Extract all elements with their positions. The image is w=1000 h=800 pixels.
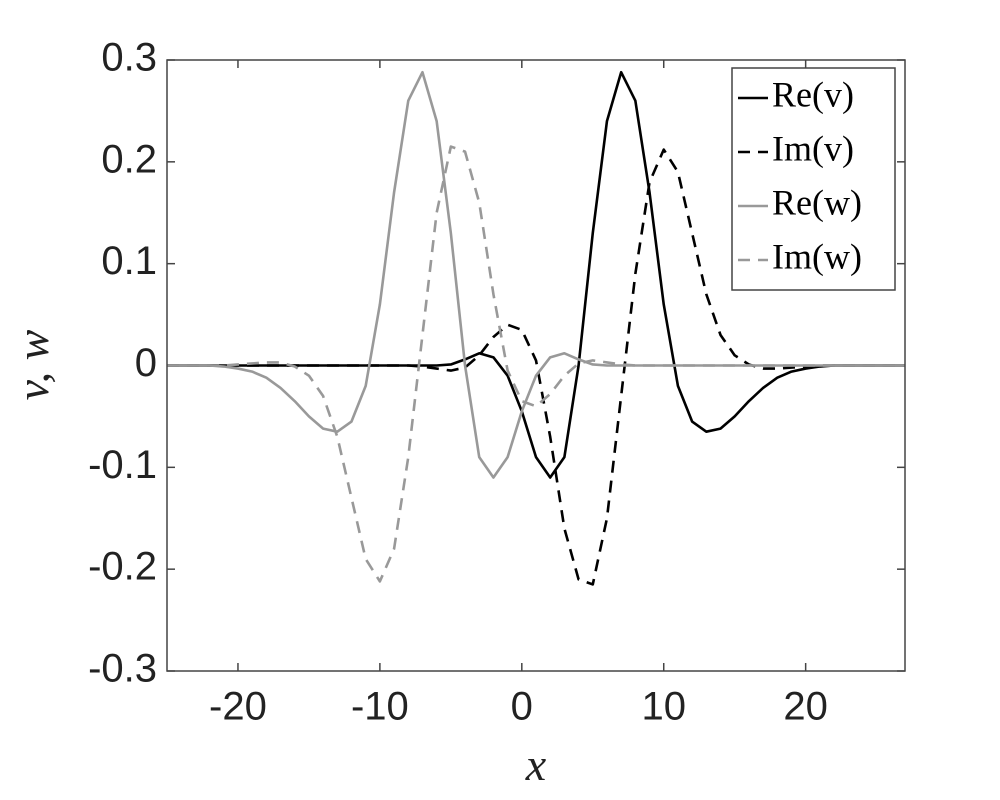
legend-label: Re(w): [772, 182, 862, 222]
y-tick-label: 0.1: [101, 239, 157, 283]
legend-label: Re(v): [772, 74, 854, 114]
x-tick-label: 10: [641, 685, 686, 729]
y-axis-label: v, w: [7, 329, 58, 400]
legend-label: Im(w): [772, 236, 862, 276]
y-tick-label: -0.3: [88, 647, 157, 691]
y-tick-label: 0.2: [101, 137, 157, 181]
x-tick-label: -20: [209, 685, 267, 729]
plot-frame: [166, 59, 906, 672]
series-line: [167, 70, 905, 479]
x-axis-label: x: [525, 739, 547, 790]
y-tick-label: -0.1: [88, 443, 157, 487]
y-tick-label: -0.2: [88, 545, 157, 589]
x-tick-label: 0: [511, 685, 533, 729]
legend-label: Im(v): [772, 128, 854, 168]
x-tick-label: 20: [783, 685, 828, 729]
y-tick-label: 0.3: [101, 36, 157, 80]
series-line: [167, 145, 905, 583]
x-tick-label: -10: [351, 685, 409, 729]
legend-box: [731, 67, 896, 291]
y-tick-label: 0: [135, 341, 157, 385]
